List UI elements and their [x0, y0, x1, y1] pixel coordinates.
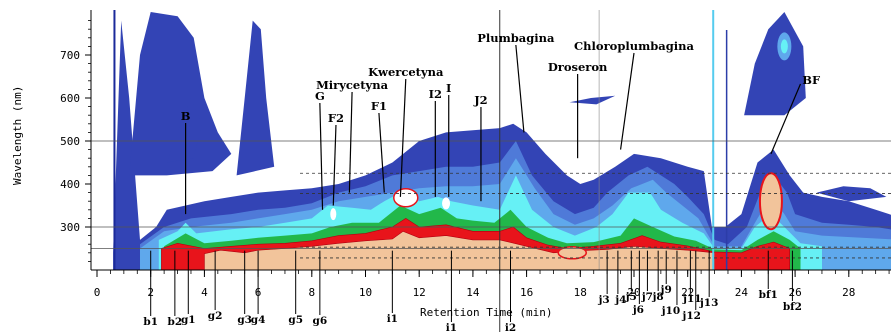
peak-leader-mirycetyna — [348, 91, 353, 193]
x-tick-label: 28 — [842, 286, 855, 299]
x-tick-label: 18 — [574, 286, 587, 299]
bottom-label-j5: j5 — [625, 291, 637, 303]
x-axis-label: Retention Time (min) — [420, 306, 552, 319]
heatmap-layer — [113, 10, 891, 270]
peak-leader-f2 — [332, 124, 337, 206]
bottom-label-bf2: bf2 — [783, 301, 802, 313]
peak-label-f2: F2 — [328, 111, 344, 125]
y-tick-label: 600 — [60, 92, 80, 105]
x-tick-label: 14 — [466, 286, 480, 299]
bottom-label-g1: g1 — [181, 314, 196, 326]
peak-label-bf: BF — [802, 73, 821, 87]
droseron-base-blob — [557, 246, 587, 260]
peak-label-droseron: Droseron — [548, 60, 608, 74]
bottom-label-j3: j3 — [598, 294, 610, 306]
bf-peak-blob — [758, 172, 783, 231]
f2-hole — [330, 208, 337, 221]
x-tick-label: 16 — [520, 286, 533, 299]
peak-label-f1: F1 — [371, 99, 387, 113]
peak-label-i: I — [446, 81, 451, 95]
peak-label-b: B — [181, 109, 191, 123]
peak-leader-bf — [770, 83, 802, 155]
x-tick-label: 8 — [308, 286, 315, 299]
x-tick-label: 26 — [788, 286, 801, 299]
bottom-label-j11: j11 — [682, 293, 701, 305]
bottom-label-j4: j4 — [614, 294, 626, 306]
bottom-label-g4: g4 — [251, 314, 266, 326]
bottom-label-j10: j10 — [661, 305, 680, 317]
peak-leader-chloroplumbagina — [619, 52, 635, 150]
i-hole — [442, 197, 451, 210]
x-tick-label: 22 — [681, 286, 694, 299]
y-tick-label: 500 — [60, 135, 80, 148]
bottom-label-j9: j9 — [660, 284, 672, 296]
plume-2 — [236, 20, 275, 176]
y-tick-label: 400 — [60, 178, 80, 191]
x-tick-label: 24 — [735, 286, 749, 299]
x-tick-label: 4 — [201, 286, 208, 299]
kwercetyna-hole — [393, 188, 419, 208]
plume-1 — [129, 12, 232, 176]
x-tick-label: 12 — [413, 286, 426, 299]
peak-label-chloroplumbagina: Chloroplumbagina — [574, 39, 694, 53]
peak-label-plumbagina: Plumbagina — [477, 31, 555, 45]
bottom-label-j13: j13 — [699, 297, 718, 309]
bottom-label-g2: g2 — [208, 310, 223, 322]
bottom-label-j6: j6 — [632, 304, 644, 316]
peak-label-g: G — [315, 89, 325, 103]
bottom-label-g5: g5 — [288, 314, 303, 326]
y-tick-label: 300 — [60, 221, 80, 234]
y-axis-label: Wavelength (nm) — [11, 86, 24, 185]
bottom-label-i1: i1 — [387, 313, 398, 325]
bottom-label-i1: i1 — [446, 322, 457, 332]
plume-4 — [569, 95, 616, 105]
bottom-label-i2: i2 — [505, 322, 516, 332]
bottom-label-j12: j12 — [682, 310, 701, 322]
peak-leader-f1 — [378, 112, 385, 193]
x-tick-label: 20 — [627, 286, 640, 299]
plume-5 — [744, 12, 806, 116]
bottom-label-g3: g3 — [237, 314, 252, 326]
peak-label-i2: I2 — [429, 87, 442, 101]
bottom-label-j7: j7 — [641, 291, 653, 303]
bottom-label-bf1: bf1 — [759, 289, 778, 301]
peak-label-kwercetyna: Kwercetyna — [368, 65, 444, 79]
bottom-label-j8: j8 — [652, 291, 664, 303]
peak-leader-plumbagina — [515, 44, 525, 133]
bottom-label-g6: g6 — [313, 315, 328, 327]
plume-6 — [816, 186, 887, 202]
peak-leader-kwercetyna — [399, 78, 407, 197]
x-tick-label: 0 — [94, 286, 101, 299]
peak-label-mirycetyna: Mirycetyna — [316, 78, 389, 92]
grid-lines — [91, 10, 891, 332]
peak-leader-g — [319, 102, 324, 210]
plume-core-inner — [780, 39, 788, 54]
bottom-label-b2: b2 — [168, 316, 183, 328]
x-tick-label: 10 — [359, 286, 372, 299]
peak-annotations: B GF2 Mirycetyna F1 Kwercetyna I2 I J2 Plumbagin… — [143, 31, 821, 332]
plume-3 — [166, 98, 202, 163]
y-tick-label: 700 — [60, 49, 80, 62]
peak-label-j2: J2 — [473, 93, 487, 107]
bottom-label-b1: b1 — [143, 316, 158, 328]
